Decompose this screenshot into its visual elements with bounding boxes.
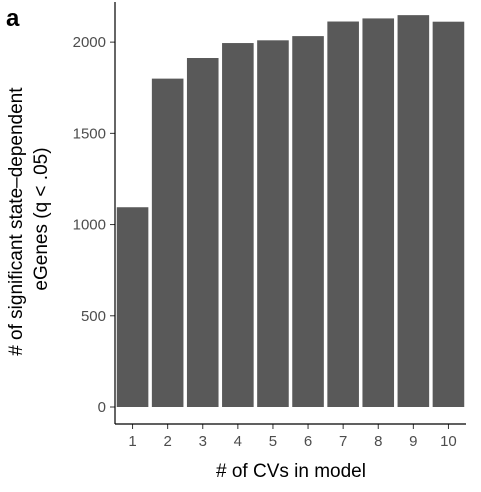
bar-1 [116, 207, 149, 407]
x-tick-label-2: 2 [163, 433, 171, 450]
x-tick-label-8: 8 [374, 433, 382, 450]
x-tick-label-3: 3 [199, 433, 207, 450]
y-axis-ticks: 0 500 1000 1500 2000 [73, 34, 115, 416]
bar-6 [292, 36, 324, 408]
bar-10 [432, 21, 465, 407]
x-tick-label-6: 6 [304, 433, 312, 450]
x-axis-title: # of CVs in model [216, 461, 366, 482]
y-axis-title-line-1: # of significant state–dependent [6, 87, 27, 356]
x-axis-ticks: 1 2 3 4 5 6 7 8 9 10 [128, 424, 457, 450]
x-tick-label-4: 4 [234, 433, 242, 450]
bars-group [116, 15, 465, 408]
bar-2 [151, 78, 184, 408]
x-tick-label-9: 9 [409, 433, 417, 450]
bar-7 [327, 21, 359, 408]
y-tick-label-1000: 1000 [73, 217, 106, 234]
bar-5 [257, 40, 289, 408]
y-tick-label-500: 500 [81, 308, 106, 325]
y-axis-title-line-2: eGenes (q < .05) [31, 147, 52, 290]
y-tick-label-1500: 1500 [73, 125, 106, 142]
bar-4 [222, 43, 254, 408]
x-tick-label-10: 10 [440, 433, 457, 450]
y-tick-label-2000: 2000 [73, 34, 106, 51]
x-tick-label-7: 7 [339, 433, 347, 450]
bar-9 [397, 15, 430, 407]
bar-3 [186, 58, 219, 407]
x-tick-label-5: 5 [269, 433, 277, 450]
bar-8 [362, 18, 395, 407]
y-axis-title: # of significant state–dependent eGenes … [6, 82, 52, 356]
panel-label: a [6, 5, 20, 32]
x-tick-label-1: 1 [128, 433, 136, 450]
y-tick-label-0: 0 [98, 399, 106, 416]
